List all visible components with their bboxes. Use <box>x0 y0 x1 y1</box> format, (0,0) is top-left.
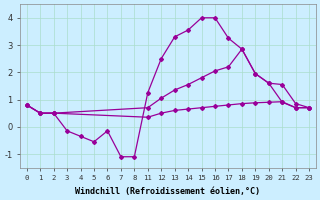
X-axis label: Windchill (Refroidissement éolien,°C): Windchill (Refroidissement éolien,°C) <box>76 187 260 196</box>
